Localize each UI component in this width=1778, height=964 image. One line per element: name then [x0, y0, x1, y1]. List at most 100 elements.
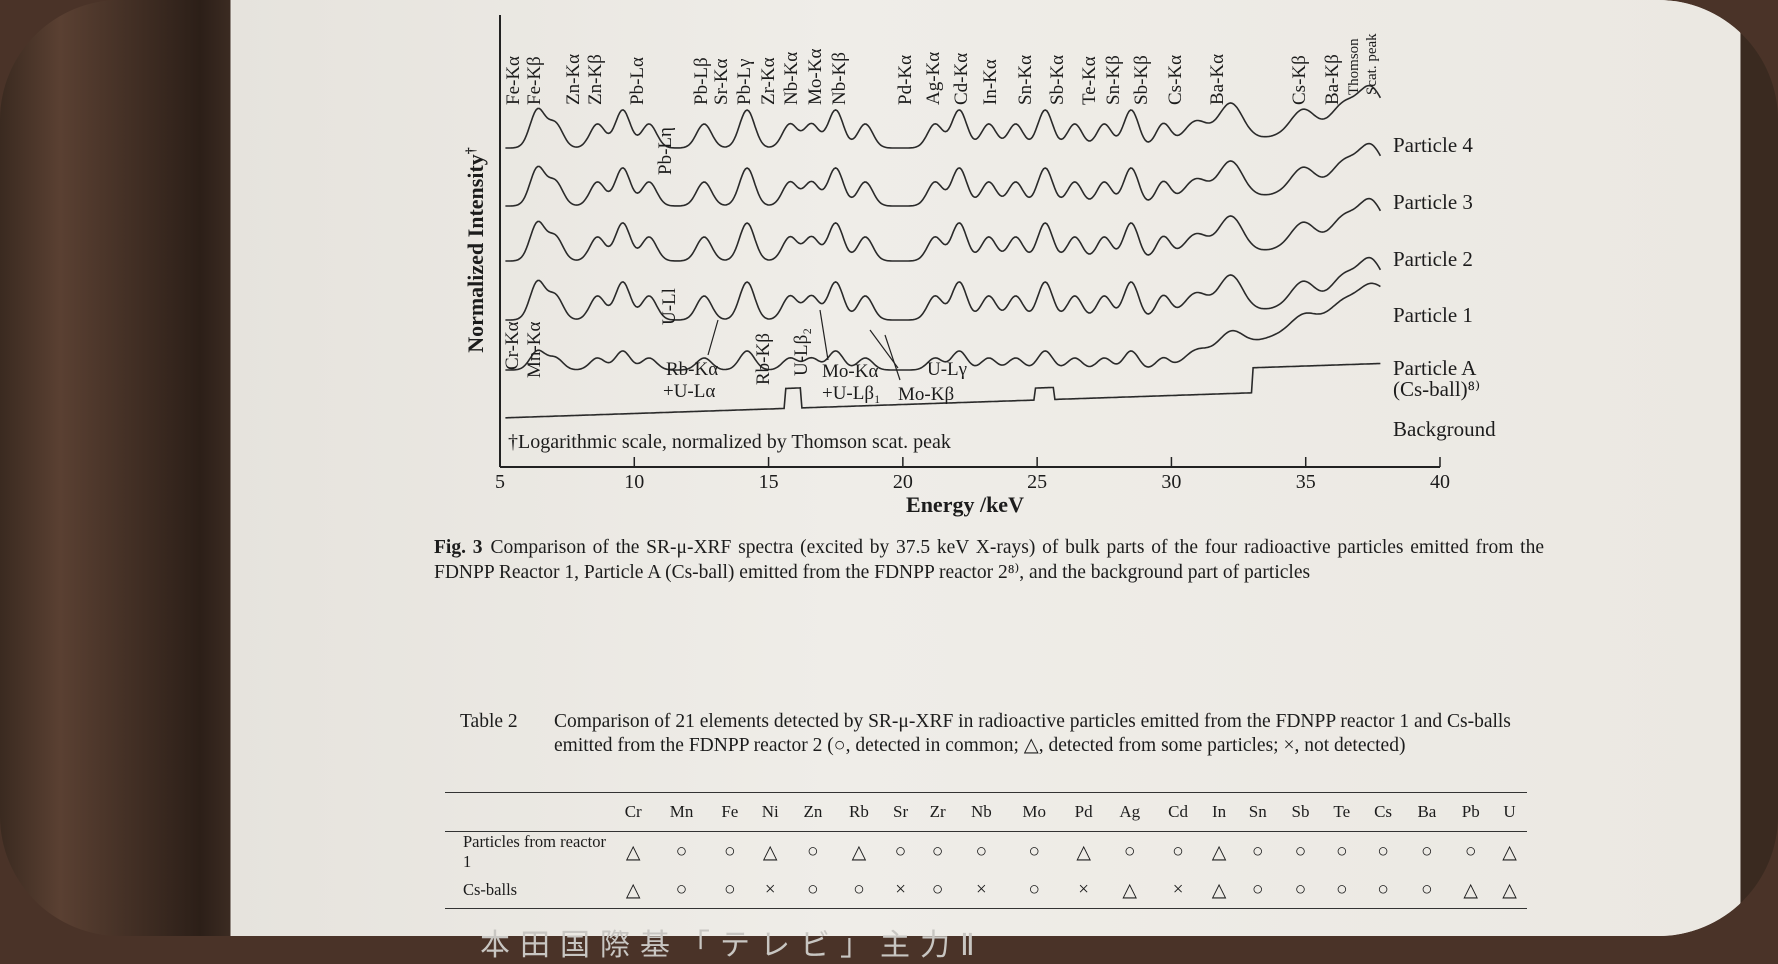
spectra-traces	[505, 84, 1382, 419]
table-cell: △	[851, 841, 867, 863]
trace-label: Particle 3	[1393, 190, 1473, 214]
peak-label: Nb-Kα	[781, 52, 802, 105]
trace-label: Particle A	[1393, 356, 1477, 380]
x-tick-label: 25	[1027, 471, 1047, 493]
table-cell: ○	[931, 879, 944, 900]
table-cell: ○	[1028, 841, 1040, 862]
table-caption-text: Comparison of 21 elements detected by SR…	[554, 711, 1511, 756]
spectrum-trace	[505, 84, 1382, 149]
peak-label: Ag-Kα	[923, 52, 944, 105]
peak-label: Sr-Kα	[711, 58, 732, 105]
x-tick-label: 20	[893, 471, 913, 493]
spectra-figure: Fe-Kα Fe-Kβ Zn-Kα Zn-Kβ Pb-Lα Pb-Lβ Pb-LγSr-Kα…	[463, 15, 1496, 517]
table-header-row: Cr Mn Fe Ni Zn Rb Sr Zr Nb Mo Pd Ag Cd In Sn Sb Te Cs Ba Pb…	[445, 792, 1527, 832]
peak-label: Zn-Kβ	[585, 54, 606, 105]
table-col-header: Ag	[1105, 792, 1155, 832]
table-col-header: Nb	[956, 792, 1007, 832]
inner-peak-label: Rb-Kβ	[753, 333, 774, 385]
x-tick-label: 5	[495, 471, 505, 493]
bottom-peak-label: U-Lγ	[927, 359, 967, 380]
table-col-header: Mn	[653, 792, 710, 832]
table-col-header: Ni	[750, 792, 791, 832]
table-cell: ○	[931, 841, 944, 862]
table-cell: ○	[1028, 879, 1040, 900]
table-row-label: Particles from reactor 1	[463, 832, 606, 871]
trace-label: (Cs-ball)⁸⁾	[1393, 377, 1480, 401]
table-col-header: Sr	[882, 792, 919, 832]
figure-caption-text: Comparison of the SR-μ-XRF spectra (exci…	[434, 537, 1544, 583]
table-cell: ○	[675, 879, 688, 900]
table-col-header: Fe	[709, 792, 751, 832]
peak-label: Ba-Kβ	[1322, 54, 1343, 105]
table-cell: △	[762, 841, 778, 863]
table-cell: ○	[1124, 841, 1136, 862]
figure-footnote: †Logarithmic scale, normalized by Thomso…	[508, 431, 951, 453]
y-axis-label-mark: †	[464, 147, 479, 154]
table-cell: ○	[1172, 841, 1184, 862]
spectrum-trace	[505, 256, 1382, 321]
table-cell: △	[625, 841, 641, 863]
table-cell: △	[1463, 879, 1479, 901]
table-cell: ○	[1421, 879, 1433, 900]
x-tick-label: 35	[1296, 471, 1316, 493]
peak-label: Sb-Kα	[1047, 55, 1068, 105]
inner-peak-label: Cr-Kα	[502, 321, 523, 370]
peak-label: Sb-Kβ	[1131, 55, 1152, 105]
peak-label: Thomson	[1346, 38, 1362, 95]
x-tick-label: 10	[624, 471, 644, 493]
table-cell: ○	[1294, 841, 1307, 862]
peak-label: Zn-Kα	[563, 54, 584, 105]
peak-label: Pb-Lβ	[691, 57, 712, 105]
faint-footer-text: 本田国際基「テレビ」主力Ⅱ	[480, 928, 985, 963]
table-col-header: U	[1492, 792, 1527, 832]
table-cell: △	[1122, 879, 1138, 901]
table-col-header: Sn	[1236, 792, 1280, 832]
table-row: Particles from reactor 1 △ ○ ○ △ ○ △ ○ ○ ○ ○ △ ○ ○ △ ○ ○…	[445, 832, 1527, 873]
table-col-header: Zn	[790, 792, 836, 832]
table-col-header: Mo	[1006, 792, 1063, 832]
elements-table: Cr Mn Fe Ni Zn Rb Sr Zr Nb Mo Pd Ag Cd In Sn Sb Te Cs Ba Pb…	[445, 792, 1527, 909]
peak-label: Fe-Kα	[503, 56, 524, 105]
x-tick-label: 15	[759, 471, 779, 493]
table-cell: △	[625, 879, 641, 901]
table-cell: ○	[1421, 841, 1433, 862]
inner-peak-labels: Pb-Lη U-Ll Cr-Kα Mn-Kα Rb-Kβ U-Lβ₂	[502, 127, 812, 385]
peak-label: Mo-Kα	[805, 49, 826, 105]
x-tick-label: 40	[1430, 471, 1450, 493]
table-cell: ○	[1252, 879, 1264, 900]
table-col-header: Cs	[1361, 792, 1405, 832]
leader-line	[707, 319, 719, 356]
table-corner	[445, 792, 613, 832]
table-cell: ×	[1078, 879, 1090, 900]
bottom-peak-label: Mo-Kα	[822, 361, 878, 382]
table-col-header: In	[1201, 792, 1237, 832]
table-cell: ○	[1377, 841, 1389, 862]
table-col-header: Pb	[1449, 792, 1493, 832]
x-tick-label: 30	[1161, 471, 1181, 493]
table-cell: ○	[1336, 841, 1348, 862]
table-label: Table 2	[460, 711, 518, 732]
peak-label: In-Kα	[980, 59, 1001, 105]
table-cell: ○	[1252, 841, 1264, 862]
peak-label: Zr-Kα	[758, 57, 779, 105]
table-col-header: Zr	[918, 792, 957, 832]
table-col-header: Rb	[835, 792, 883, 832]
table-cell: △	[1502, 879, 1517, 901]
bottom-peak-labels: Rb-Kα+U-Lα Mo-Kα+U-Lβ₁ U-Lγ Mo-Kβ	[663, 309, 967, 405]
peak-label: Pb-Lγ	[734, 59, 755, 105]
trace-label: Particle 4	[1393, 133, 1473, 157]
table-body: Particles from reactor 1 △ ○ ○ △ ○ △ ○ ○ ○ ○ △ ○ ○ △ ○ ○…	[445, 832, 1527, 909]
peak-label: Cs-Kβ	[1289, 55, 1310, 105]
figure-caption-label: Fig. 3	[434, 537, 483, 558]
leader-line	[884, 334, 901, 381]
y-axis-label-text: Normalized Intensity	[463, 154, 488, 353]
table-cell: ○	[807, 879, 819, 900]
trace-label: Particle 1	[1393, 303, 1473, 327]
table-cell: ○	[853, 879, 865, 900]
top-peak-labels: Fe-Kα Fe-Kβ Zn-Kα Zn-Kβ Pb-Lα Pb-Lβ Pb-LγSr-Kα…	[503, 33, 1380, 105]
trace-label: Particle 2	[1393, 247, 1473, 271]
peak-label: Pd-Kα	[895, 55, 916, 105]
peak-label: Pb-Lα	[627, 57, 648, 105]
table-cell: △	[1211, 879, 1227, 901]
figure-caption: Fig. 3 Comparison of the SR-μ-XRF spectra…	[434, 535, 1544, 585]
